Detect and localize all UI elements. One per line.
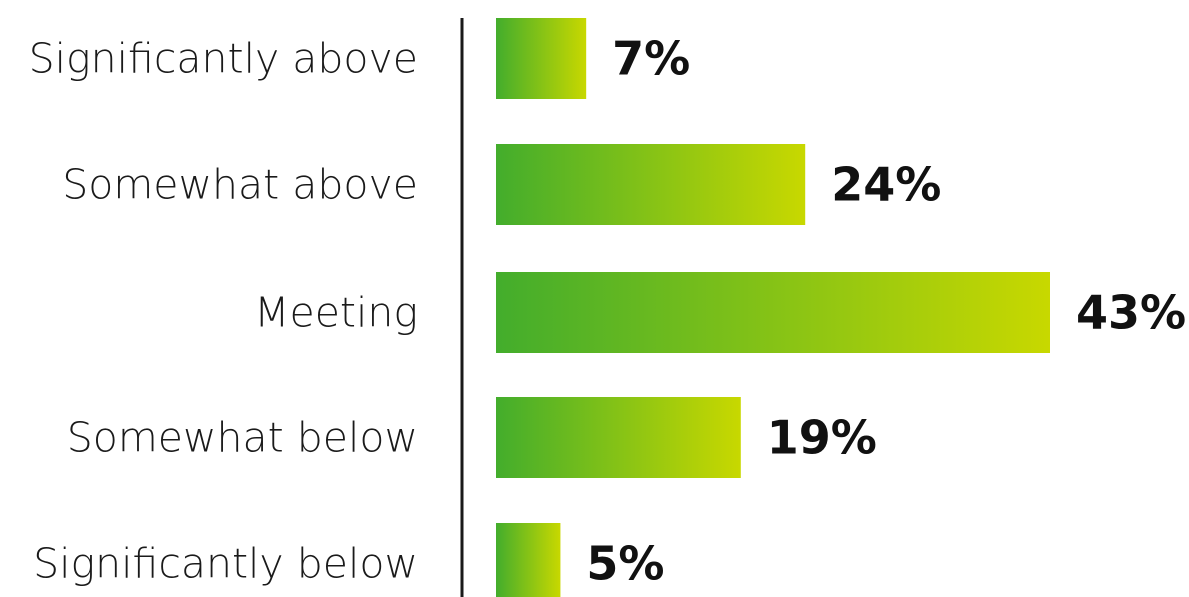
value-label: 7% [612,32,690,86]
category-label: Somewhat above [62,161,418,209]
value-label: 19% [767,411,877,465]
bar-0 [496,18,587,99]
bars-group: Significantly above 7% Somewhat above 24% Me… [29,18,1186,597]
bar-1 [496,144,806,225]
bar-2 [496,272,1050,353]
category-label: Significantly below [33,540,418,588]
category-label: Significantly above [29,35,418,83]
category-label: Meeting [254,289,418,337]
category-label: Somewhat below [67,414,418,462]
bar-3 [496,397,741,478]
value-label: 43% [1076,286,1186,340]
value-label: 5% [586,537,664,591]
bar-4 [496,523,561,597]
value-label: 24% [831,158,941,212]
